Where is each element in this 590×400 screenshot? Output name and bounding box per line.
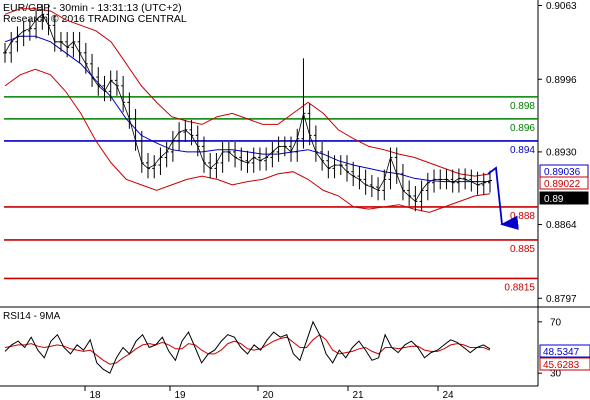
price-axis-label: 0.8797 bbox=[546, 294, 577, 305]
rsi-ma-line bbox=[4, 334, 491, 365]
price-tag-label: 0.89022 bbox=[544, 179, 581, 190]
level-label: 0.896 bbox=[510, 123, 535, 134]
bollinger_lower-line bbox=[4, 68, 491, 213]
rsi-tag-label: 48.5347 bbox=[543, 347, 580, 358]
level-label: 0.894 bbox=[510, 145, 535, 156]
rsi-axis-label: 30 bbox=[550, 369, 562, 380]
price-axis-label: 0.8864 bbox=[546, 220, 577, 231]
time-axis-label: 19 bbox=[174, 390, 186, 400]
price-line bbox=[4, 13, 491, 203]
price-axis-label: 0.8930 bbox=[546, 147, 577, 158]
price-axis-label: 0.8996 bbox=[546, 75, 577, 86]
price-tag-label: 0.89036 bbox=[544, 167, 581, 178]
rsi-title: RSI14 - 9MA bbox=[3, 311, 61, 322]
time-axis-label: 20 bbox=[262, 390, 274, 400]
price-tag-box bbox=[539, 191, 589, 205]
level-label: 0.898 bbox=[510, 101, 535, 112]
level-label: 0.885 bbox=[510, 244, 535, 255]
forecast-arrow bbox=[487, 166, 519, 230]
rsi-tag-box bbox=[539, 357, 590, 371]
level-label: 0.8815 bbox=[504, 282, 535, 293]
level-label: 0.888 bbox=[510, 211, 535, 222]
time-axis-label: 21 bbox=[352, 390, 364, 400]
price-tag-label: 0.89 bbox=[544, 194, 564, 205]
rsi-axis-label: 70 bbox=[550, 317, 562, 328]
price-tag-box bbox=[539, 176, 589, 190]
rsi-tag-label: 45.6283 bbox=[543, 360, 580, 371]
bollinger_upper-line bbox=[4, 8, 491, 177]
rsi-line bbox=[4, 320, 491, 374]
rsi-tag-box bbox=[539, 344, 590, 358]
time-axis-label: 18 bbox=[89, 390, 101, 400]
price-axis-label: 0.9063 bbox=[546, 1, 577, 12]
time-axis-label: 24 bbox=[442, 390, 454, 400]
